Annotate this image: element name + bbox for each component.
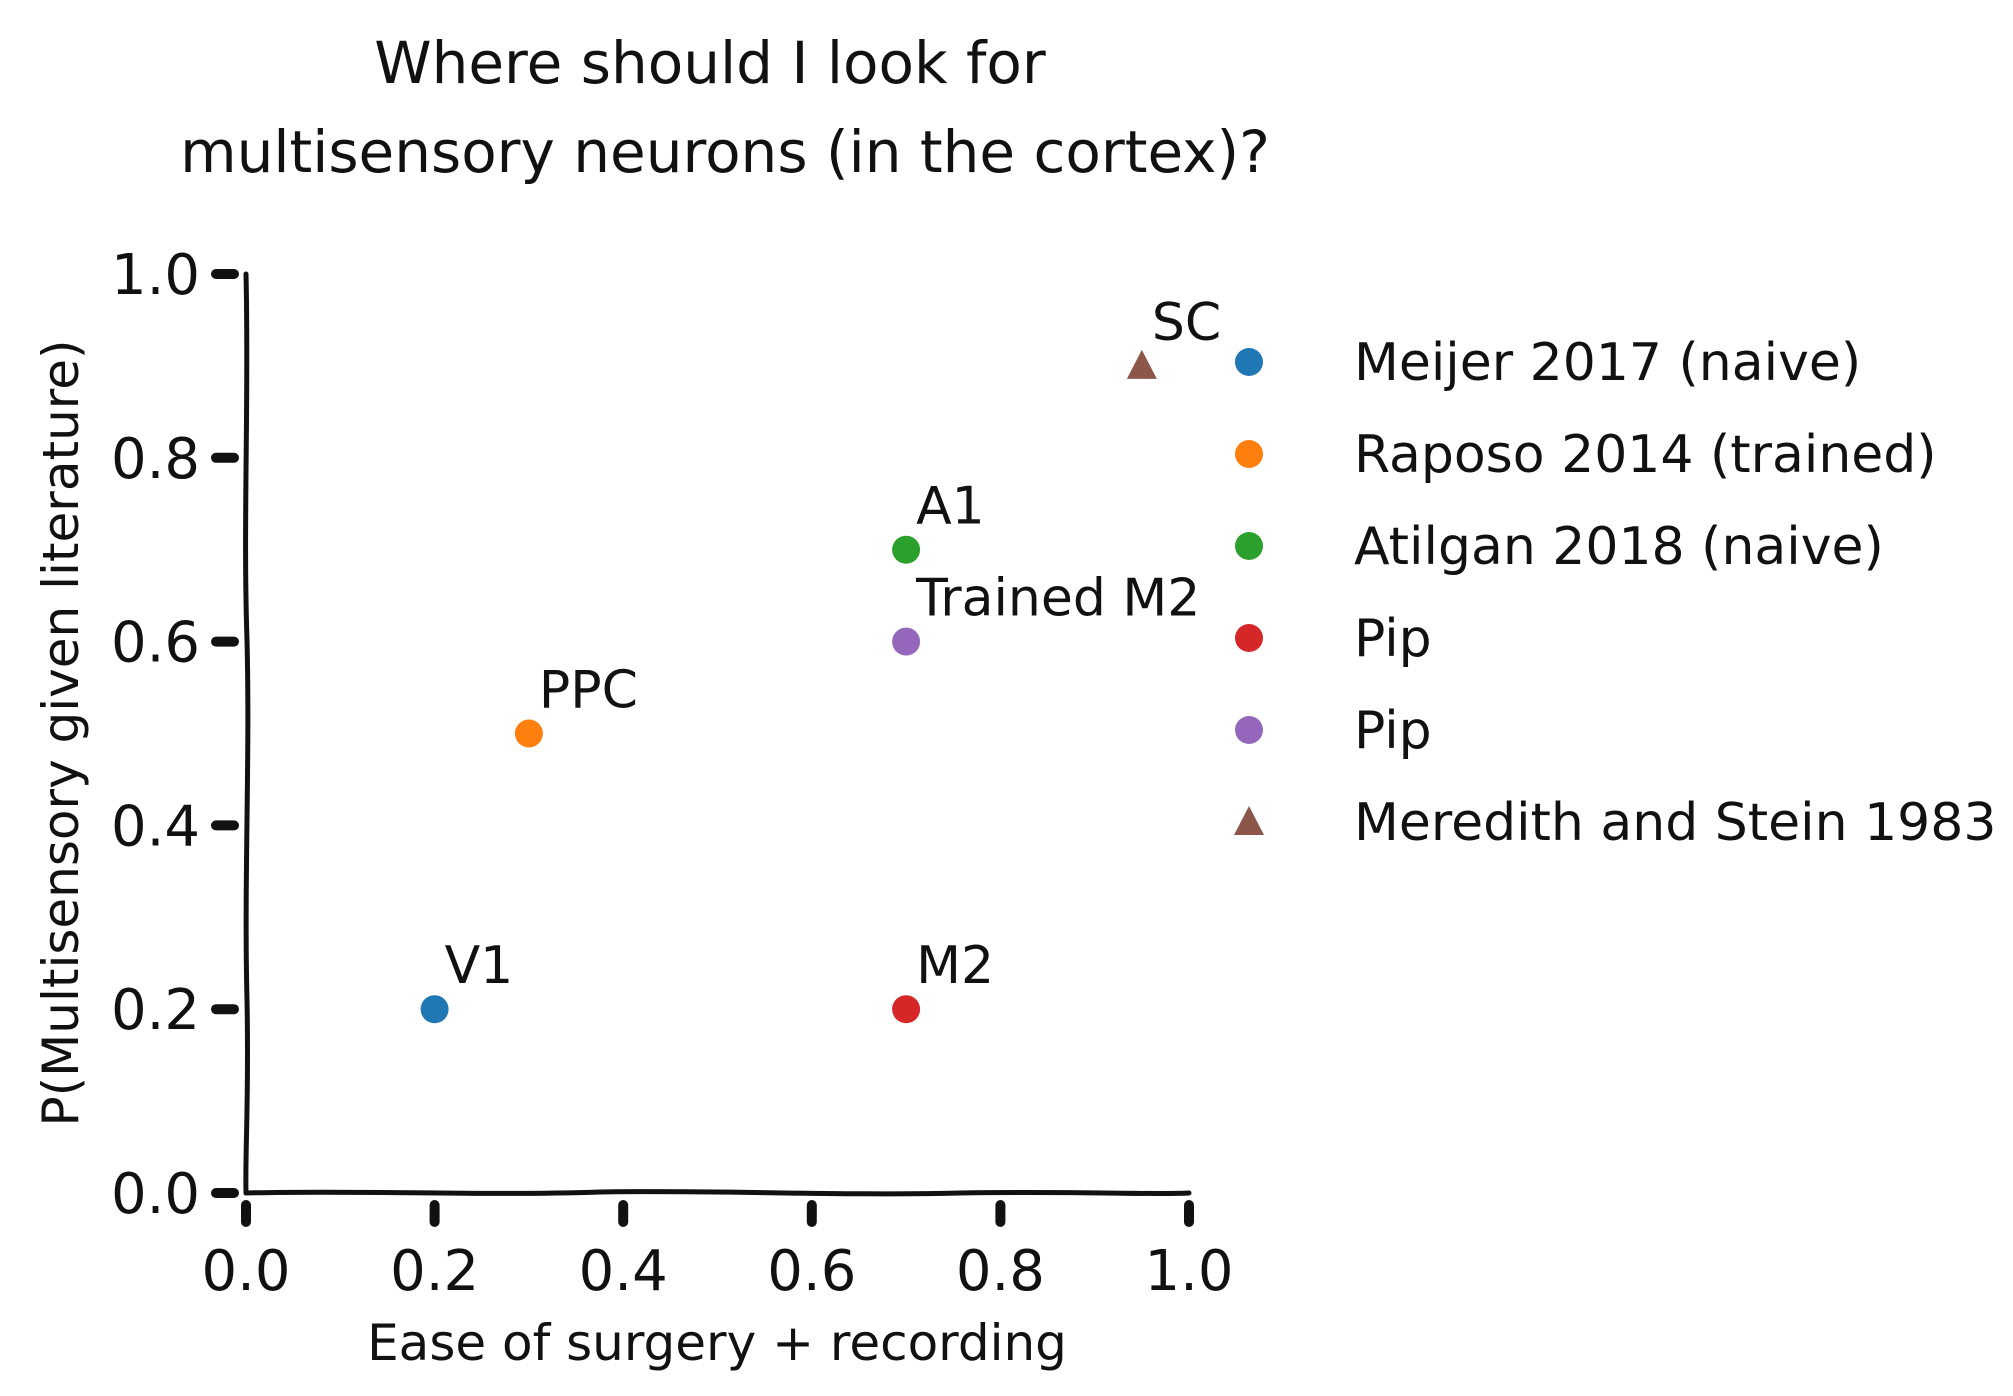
y-tick-label: 0.6 [111, 611, 200, 676]
x-axis-label: Ease of surgery + recording [367, 1314, 1067, 1372]
data-point-circle [892, 995, 921, 1024]
chart-title-line-1: Where should I look for [374, 29, 1046, 97]
legend-entry: Pip [1354, 609, 1432, 669]
y-tick-label: 0.4 [111, 794, 200, 859]
y-tick-label: 1.0 [111, 243, 200, 308]
x-tick-label: 0.4 [579, 1239, 668, 1304]
legend-marker-circle [1235, 716, 1263, 744]
ticks: 0.0 0.2 0.4 0.6 0.8 1.0 0.0 0.2 0.4 0.6 0.8 1.0 [111, 243, 1234, 1304]
data-point-circle [892, 627, 921, 656]
data-point-label: V1 [445, 936, 514, 996]
data-point-circle [892, 535, 921, 564]
legend-entry: Meredith and Stein 1983 [1354, 793, 1996, 853]
y-axis-label: P(Multisensory given literature) [32, 340, 90, 1127]
legend-marker-circle [1235, 440, 1263, 468]
data-point-label: Trained M2 [915, 569, 1200, 629]
legend-marker-circle [1235, 624, 1263, 652]
x-tick-label: 0.6 [767, 1239, 856, 1304]
y-tick-label: 0.0 [111, 1162, 200, 1227]
legend: Meijer 2017 (naive) Raposo 2014 (trained)… [1234, 333, 1996, 853]
data-point-label: M2 [916, 936, 994, 996]
x-axis-line [243, 1189, 1192, 1197]
x-tick-label: 0.2 [390, 1239, 479, 1304]
data-point-circle [420, 995, 449, 1024]
data-point-triangle [1126, 349, 1157, 379]
data-point-label: A1 [916, 477, 985, 537]
legend-marker-triangle [1234, 806, 1264, 835]
x-tick-label: 0.8 [956, 1239, 1045, 1304]
y-axis-line [243, 271, 251, 1196]
x-tick-label: 1.0 [1144, 1239, 1233, 1304]
legend-entry: Pip [1354, 701, 1432, 761]
legend-marker-circle [1235, 348, 1263, 376]
legend-entry: Meijer 2017 (naive) [1354, 333, 1861, 393]
data-point-circle [514, 719, 543, 748]
y-tick-label: 0.8 [111, 427, 200, 492]
legend-entry: Raposo 2014 (trained) [1354, 425, 1937, 485]
legend-entry: Atilgan 2018 (naive) [1354, 517, 1884, 577]
data-points: V1 PPC A1 M2 Trained M2 SC [420, 293, 1221, 1024]
data-point-label: PPC [539, 661, 638, 721]
data-point-label: SC [1152, 293, 1221, 353]
x-tick-label: 0.0 [201, 1239, 290, 1304]
legend-marker-circle [1235, 532, 1263, 560]
chart-title-line-2: multisensory neurons (in the cortex)? [180, 118, 1270, 186]
y-tick-label: 0.2 [111, 978, 200, 1043]
